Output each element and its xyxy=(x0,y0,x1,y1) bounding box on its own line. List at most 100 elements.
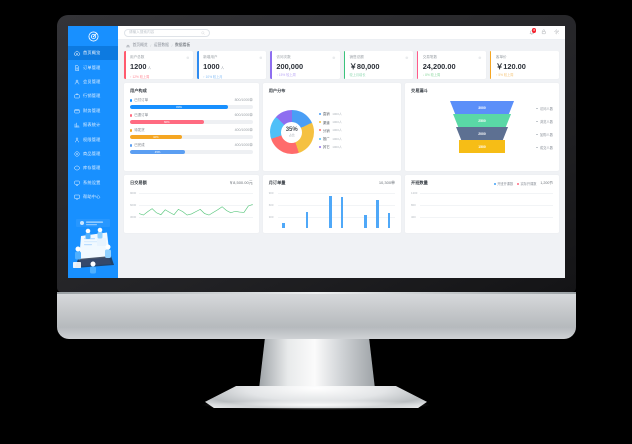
stat-value-row: 200,000 xyxy=(276,61,335,72)
bar[interactable] xyxy=(364,215,367,228)
funnel-stage[interactable]: 2500 xyxy=(453,114,512,127)
funnel-panel: 交易漏斗 3000 2500 2000 1500 访问人数 浏览人数 加购人数 … xyxy=(405,83,560,171)
panel-title: 用户分布 xyxy=(268,88,286,93)
legend-item[interactable]: 开班开课数 xyxy=(493,181,514,186)
legend-item[interactable]: 实际开课数 xyxy=(517,181,536,186)
info-icon[interactable] xyxy=(405,56,409,60)
accent-bar xyxy=(124,51,126,79)
stat-value-row: 1200人 xyxy=(130,61,189,74)
funnel-chart[interactable]: 3000 2500 2000 1500 访问人数 浏览人数 加购人数 成交人数 xyxy=(411,98,553,164)
y-tick-label: 1200 xyxy=(411,191,418,195)
bar[interactable] xyxy=(340,196,344,228)
info-icon[interactable] xyxy=(186,56,190,60)
legend-item[interactable]: 分销 1000人 xyxy=(318,128,342,133)
bar[interactable] xyxy=(376,200,379,228)
panel-title: 用户构成 xyxy=(130,88,147,93)
line-series xyxy=(138,204,253,216)
breadcrumb-item-1[interactable]: 首页概览 xyxy=(132,43,148,47)
stat-card[interactable]: 销售总额 ￥80,000 较上月增长 xyxy=(343,51,413,79)
progress-header: 已退订单 600/1000单 xyxy=(130,113,253,118)
funnel-label-text: 浏览人数 xyxy=(539,120,554,124)
bottom-panel-row: 日交易额 ￥8,500.00元 9000 6000 3000 xyxy=(124,175,560,233)
legend-item[interactable]: 直销 1000人 xyxy=(318,111,342,116)
donut-center: 35% 占比 xyxy=(281,121,303,143)
lock-button[interactable] xyxy=(541,29,547,36)
info-icon[interactable] xyxy=(259,56,263,60)
search-input[interactable]: 请输入搜索内容 xyxy=(124,28,210,37)
info-icon[interactable] xyxy=(332,56,336,60)
stat-delta: ↑ 15% 较上周 xyxy=(276,73,296,77)
stat-title: 客单价 xyxy=(495,55,507,59)
bar[interactable] xyxy=(387,213,391,228)
progress-amount: 800/1000单 xyxy=(234,98,253,102)
y-tick-label: 900 xyxy=(268,191,274,195)
stat-title: 交易笔数 xyxy=(422,55,438,59)
team-laptop-illustration xyxy=(73,219,114,274)
sidebar-item-label: 会员管理 xyxy=(83,78,101,84)
stat-value: 24,200.00 xyxy=(422,61,456,71)
funnel-stage[interactable]: 2000 xyxy=(456,127,509,140)
stat-card[interactable]: 交易笔数 24,200.00 ↓ 8% 较上周 xyxy=(416,51,486,79)
wallet-icon xyxy=(74,109,80,113)
stat-title-row: 新增用户 xyxy=(203,55,262,60)
panel-title-row: 日交易额 ￥8,500.00元 xyxy=(130,180,253,186)
sidebar-item-orders[interactable]: 订单管理 xyxy=(68,60,118,74)
sidebar-item-label: 首页概览 xyxy=(83,50,101,56)
stat-value: 200,000 xyxy=(276,61,304,71)
progress-header: 已付订单 800/1000单 xyxy=(130,98,253,103)
legend-label: 开班开课数 xyxy=(497,181,514,186)
bar[interactable] xyxy=(329,196,332,228)
accent-bar xyxy=(197,51,199,79)
legend-dot xyxy=(318,129,321,132)
briefcase-icon xyxy=(74,93,80,99)
legend-item[interactable]: 其它 1000人 xyxy=(318,144,342,149)
app-logo[interactable] xyxy=(68,26,118,46)
stat-card[interactable]: 新增用户 1000人 ↑ 10% 较上月 xyxy=(197,51,267,79)
notification-badge: 3 xyxy=(531,28,537,33)
monitor-icon xyxy=(74,194,80,200)
sidebar-item-finance[interactable]: 财务管理 xyxy=(68,104,118,118)
progress-amount: 400/1000单 xyxy=(234,127,253,132)
target-compass-icon xyxy=(88,31,98,41)
legend-item[interactable]: 渠道 1000人 xyxy=(318,120,342,125)
stat-delta: 较上月增长 xyxy=(349,73,366,77)
funnel-stage[interactable]: 1500 xyxy=(459,140,506,153)
legend-item[interactable]: 推广 1000人 xyxy=(318,136,342,141)
dual-bar-chart[interactable]: 1200 800 400 xyxy=(411,190,554,228)
daily-revenue-panel: 日交易额 ￥8,500.00元 9000 6000 3000 xyxy=(124,175,259,233)
progress-track: 60% xyxy=(130,119,253,124)
stat-value-row: ￥80,000 xyxy=(350,61,409,72)
donut-legend: 直销 1000人 渠道 1000人 分销 1000人 推广 1000人 其它 1000人 xyxy=(318,111,342,152)
panel-amount: 1,200节 xyxy=(540,180,554,185)
stat-card[interactable]: 客单价 ￥120.00 ↑ 5% 较上周 xyxy=(489,51,560,79)
sidebar-item-settings[interactable]: 系统设置 xyxy=(68,176,118,190)
settings-button[interactable] xyxy=(553,29,560,36)
notifications-button[interactable]: 3 xyxy=(528,28,537,36)
sidebar-item-overview[interactable]: 首页概览 xyxy=(68,46,118,61)
sidebar-item-help[interactable]: 帮助中心 xyxy=(68,190,118,204)
tag-icon xyxy=(74,151,80,157)
stat-card[interactable]: 用户总数 1200人 ↑ 12% 较上周 xyxy=(124,51,194,79)
sidebar-item-inventory[interactable]: 库存管理 xyxy=(68,161,118,175)
stat-value-row: ￥120.00 xyxy=(496,61,555,72)
sidebar-item-products[interactable]: 商品管理 xyxy=(68,147,118,161)
bar-chart[interactable]: 900 600 300 xyxy=(268,190,396,228)
bar[interactable] xyxy=(305,211,309,228)
panel-title: 开班数量 xyxy=(411,180,428,185)
stat-card[interactable]: 访问次数 200,000 ↑ 15% 较上周 xyxy=(270,51,340,79)
chart-legend: 开班开课数 实际开课数 1,200节 xyxy=(493,180,554,186)
sidebar-item-marketing[interactable]: 行销管理 xyxy=(68,89,118,103)
sidebar-item-permissions[interactable]: 权限管理 xyxy=(68,132,118,146)
breadcrumb-item-2[interactable]: 运营数据 xyxy=(153,43,169,47)
sidebar-item-label: 帮助中心 xyxy=(83,194,101,200)
bar[interactable] xyxy=(282,223,285,228)
progress-header: 已完成 400/1000单 xyxy=(130,143,253,148)
funnel-stage[interactable]: 3000 xyxy=(450,101,515,114)
sidebar-item-reports[interactable]: 报表统计 xyxy=(68,118,118,132)
donut-chart[interactable]: 35% 占比 xyxy=(269,110,314,154)
search-placeholder: 请输入搜索内容 xyxy=(129,30,155,34)
sidebar-item-members[interactable]: 会员管理 xyxy=(68,75,118,89)
legend-dot xyxy=(318,145,321,149)
line-chart[interactable]: 9000 6000 3000 xyxy=(130,190,253,228)
info-icon[interactable] xyxy=(478,56,482,60)
